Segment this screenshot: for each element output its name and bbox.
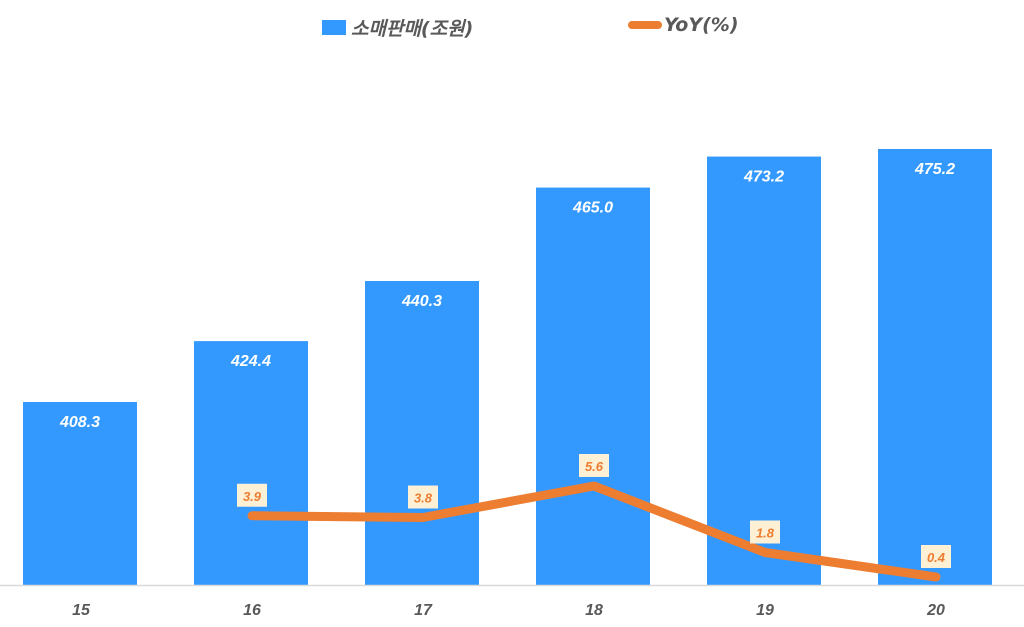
x-axis-tick-label: 20 (926, 602, 945, 619)
legend-label: YoY(%) (664, 14, 739, 36)
legend-item-yoy: YoY(%) (628, 14, 739, 36)
svg-text:1.8: 1.8 (756, 526, 775, 541)
yoy-data-label: 5.6 (579, 454, 609, 477)
x-axis-tick-label: 16 (243, 602, 261, 619)
yoy-data-label: 1.8 (750, 520, 780, 544)
x-axis-tick-label: 17 (414, 602, 433, 619)
svg-text:3.9: 3.9 (243, 489, 262, 504)
bar-15 (23, 402, 137, 585)
bar-17 (365, 280, 479, 585)
chart-legend: 소매판매(조원) YoY(%) (0, 14, 1024, 42)
yoy-line (247, 481, 941, 582)
yoy-data-label: 3.8 (408, 485, 438, 509)
svg-text:5.6: 5.6 (585, 459, 604, 474)
bar-value-label: 475.2 (914, 161, 955, 178)
legend-bar-swatch-icon (322, 20, 346, 35)
legend-label: 소매판매(조원) (351, 18, 474, 40)
bar-16 (194, 341, 308, 585)
bar-18 (536, 187, 650, 586)
bar-20 (878, 149, 992, 585)
legend-line-swatch-icon (628, 21, 662, 29)
yoy-data-label: 0.4 (921, 545, 951, 568)
svg-text:3.8: 3.8 (414, 491, 433, 506)
x-axis-tick-label: 15 (72, 602, 91, 619)
yoy-data-label: 3.9 (237, 483, 267, 507)
bar-value-label: 424.4 (230, 353, 271, 370)
svg-text:0.4: 0.4 (927, 550, 946, 565)
bar-19 (707, 156, 821, 585)
x-axis-tick-label: 19 (756, 602, 774, 619)
bar-value-label: 408.3 (59, 414, 100, 431)
bar-value-label: 473.2 (743, 169, 784, 186)
bar-value-label: 440.3 (401, 293, 442, 310)
x-axis-tick-label: 18 (585, 602, 603, 619)
bar-value-label: 465.0 (572, 200, 613, 217)
legend-item-retail-sales: 소매판매(조원) (322, 14, 473, 41)
